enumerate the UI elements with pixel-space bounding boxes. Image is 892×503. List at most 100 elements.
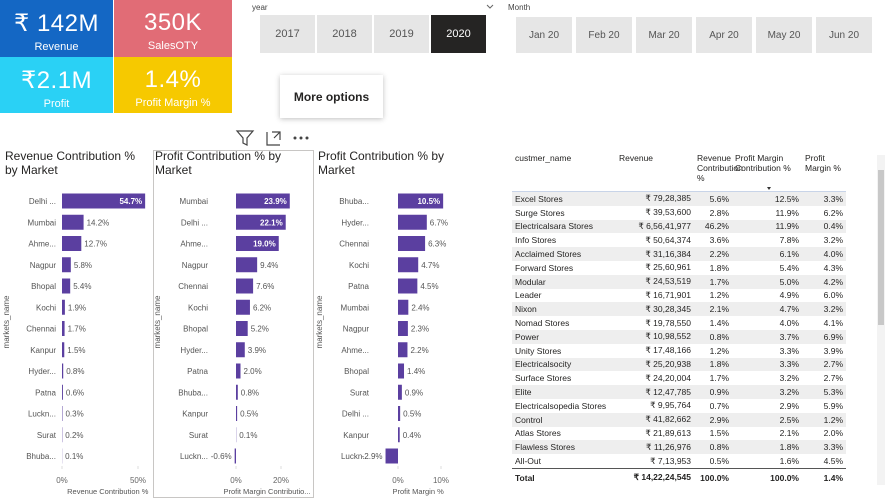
table-footer: Total ₹ 14,22,24,545 100.0% 100.0% 1.4% — [512, 467, 846, 487]
column-header[interactable]: Profit Margin % — [802, 150, 846, 192]
category-label: Bhopal — [344, 367, 369, 376]
x-tick-label: 0% — [392, 476, 404, 485]
total-cell: 100.0% — [694, 467, 732, 487]
table-cell: Electricalsopedia Stores — [515, 400, 607, 411]
category-label: Luckn... — [341, 452, 369, 461]
x-axis-title: Profit Margin Contributio... — [223, 487, 310, 496]
table-cell: 46.2% — [694, 219, 732, 234]
bar — [398, 257, 419, 273]
y-axis-title: markets_name — [2, 295, 11, 348]
bar — [236, 406, 238, 421]
table-cell: 11.9% — [732, 219, 802, 234]
year-tile[interactable]: 2019 — [374, 15, 429, 53]
bar — [62, 278, 71, 294]
column-header[interactable]: Revenue Contribution % — [694, 150, 743, 192]
column-header[interactable]: custmer_name — [512, 150, 616, 192]
table-cell: ₹ 16,71,901 — [645, 289, 691, 300]
month-tile[interactable]: Jan 20 — [516, 17, 572, 53]
table-cell: 11.9% — [775, 207, 799, 218]
category-label: Kochi — [349, 261, 369, 270]
table-row: Nixon ₹ 30,28,345 2.1% 4.7% 3.2% — [512, 302, 846, 317]
kpi-label: SalesOTY — [147, 40, 199, 52]
category-label: Kochi — [188, 303, 208, 312]
table-cell: Info Stores — [515, 235, 557, 246]
value-label: 6.7% — [430, 218, 448, 227]
table-cell: 1.8% — [732, 440, 802, 455]
value-label: 0.5% — [240, 410, 258, 419]
slicer-chevron[interactable] — [486, 4, 494, 9]
scrollbar-thumb[interactable] — [878, 170, 884, 325]
table-cell: 4.2% — [802, 274, 846, 289]
tooltip: More options — [280, 75, 383, 118]
year-tile[interactable]: 2018 — [317, 15, 372, 53]
table-cell: All-Out — [515, 456, 541, 467]
bar — [398, 406, 401, 421]
table-cell: Flawless Stores — [512, 440, 616, 455]
table-cell: Surge Stores — [515, 207, 565, 218]
value-label: 0.6% — [66, 388, 84, 397]
table-row: Elite ₹ 12,47,785 0.9% 3.2% 5.3% — [512, 385, 846, 399]
category-label: Chennai — [26, 325, 56, 334]
table-cell: 3.3% — [802, 440, 846, 455]
month-tile[interactable]: May 20 — [756, 17, 812, 53]
month-tile[interactable]: Jun 20 — [816, 17, 872, 53]
table-cell: Nomad Stores — [515, 318, 570, 329]
visual-border — [153, 150, 314, 498]
filter-icon[interactable] — [235, 130, 255, 146]
value-label: 2.4% — [411, 303, 429, 312]
month-tile[interactable]: Feb 20 — [576, 17, 632, 53]
value-label: -0.6% — [211, 452, 232, 461]
table-cell: 4.0% — [802, 247, 846, 261]
category-label: Kochi — [36, 303, 56, 312]
table-cell: ₹ 21,89,613 — [645, 427, 691, 438]
table-cell: Atlas Stores — [515, 428, 561, 439]
bar — [62, 193, 146, 209]
table-cell: 12.5% — [732, 191, 802, 206]
month-tile[interactable]: Apr 20 — [696, 17, 752, 53]
bar — [398, 299, 409, 315]
table-row: Forward Stores ₹ 25,60,961 1.8% 5.4% 4.3% — [512, 261, 846, 275]
category-label: Kanpur — [182, 410, 208, 419]
bar — [62, 214, 84, 230]
table-cell: 3.6% — [709, 235, 729, 246]
column-header[interactable]: Profit Margin Contribution % — [732, 150, 802, 192]
bar — [236, 299, 250, 315]
table-cell: Elite — [512, 385, 616, 399]
table-cell: 5.6% — [694, 191, 732, 206]
table-cell: 2.9% — [779, 400, 799, 411]
table-cell: 2.0% — [823, 428, 843, 439]
value-label: 0.9% — [405, 388, 423, 397]
year-tile[interactable]: 2020 — [431, 15, 486, 53]
table-cell: ₹ 10,98,552 — [616, 329, 694, 344]
value-label: 54.7% — [119, 197, 142, 206]
bar — [398, 427, 400, 443]
value-label: 14.2% — [87, 218, 110, 227]
bar — [398, 342, 408, 358]
focus-icon[interactable] — [266, 131, 281, 146]
category-label: Surat — [189, 431, 209, 440]
table-row: Leader ₹ 16,71,901 1.2% 4.9% 6.0% — [512, 289, 846, 303]
table-cell: 6.2% — [823, 207, 843, 218]
category-label: Patna — [348, 282, 369, 291]
table-cell: 1.4% — [709, 318, 729, 329]
table-cell: 2.8% — [709, 207, 729, 218]
value-label: 5.4% — [73, 282, 91, 291]
table-cell: ₹ 19,78,550 — [645, 317, 691, 328]
table-cell: 3.3% — [802, 191, 846, 206]
table-cell: 0.9% — [694, 385, 732, 399]
month-tile[interactable]: Mar 20 — [636, 17, 692, 53]
slicer-title: Month — [508, 3, 531, 12]
bar — [62, 342, 65, 358]
column-header[interactable]: Revenue — [616, 150, 694, 192]
table-body: Excel Stores ₹ 79,28,385 5.6% 12.5% 3.3% Surg… — [512, 191, 846, 469]
value-label: 6.3% — [428, 240, 446, 249]
more-options-icon[interactable] — [293, 136, 309, 140]
value-label: 0.8% — [241, 388, 259, 397]
year-tile[interactable]: 2017 — [260, 15, 315, 53]
table-cell: ₹ 31,16,384 — [616, 247, 694, 261]
kpi-label: Profit Margin % — [135, 97, 211, 109]
table-cell: 3.2% — [823, 235, 843, 246]
bar — [62, 299, 65, 315]
value-label: 1.9% — [68, 303, 86, 312]
